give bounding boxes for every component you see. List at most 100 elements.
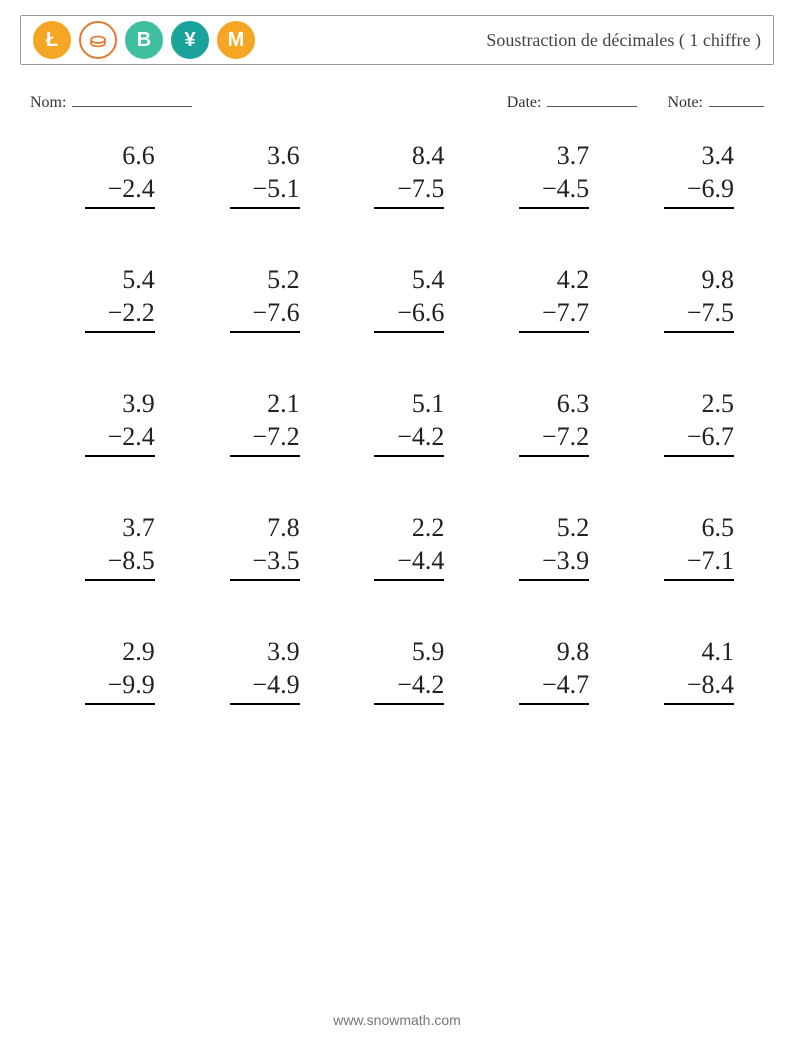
minuend: 2.1 xyxy=(230,388,300,421)
problem: 9.8−7.5 xyxy=(619,264,754,333)
problem: 3.4−6.9 xyxy=(619,140,754,209)
problem-stack: 5.1−4.2 xyxy=(374,388,444,457)
minuend: 6.5 xyxy=(664,512,734,545)
problem-stack: 3.9−4.9 xyxy=(230,636,300,705)
problem: 5.9−4.2 xyxy=(330,636,465,705)
minuend: 3.7 xyxy=(519,140,589,173)
note-label: Note: xyxy=(667,94,703,112)
minuend: 5.4 xyxy=(374,264,444,297)
problem-stack: 7.8−3.5 xyxy=(230,512,300,581)
problem: 3.7−4.5 xyxy=(474,140,609,209)
minuend: 3.9 xyxy=(230,636,300,669)
worksheet-page: Ł⛀B¥M Soustraction de décimales ( 1 chif… xyxy=(0,0,794,1053)
problem-stack: 3.7−8.5 xyxy=(85,512,155,581)
problem-stack: 8.4−7.5 xyxy=(374,140,444,209)
header-bar: Ł⛀B¥M Soustraction de décimales ( 1 chif… xyxy=(20,15,774,65)
subtrahend: −9.9 xyxy=(85,669,155,706)
problem: 2.1−7.2 xyxy=(185,388,320,457)
briefcase-icon: ¥ xyxy=(171,21,209,59)
subtrahend: −3.9 xyxy=(519,545,589,582)
subtrahend: −7.1 xyxy=(664,545,734,582)
minuend: 9.8 xyxy=(664,264,734,297)
problem: 6.6−2.4 xyxy=(40,140,175,209)
problem-stack: 5.4−6.6 xyxy=(374,264,444,333)
problems-grid: 6.6−2.43.6−5.18.4−7.53.7−4.53.4−6.95.4−2… xyxy=(40,140,754,705)
minuend: 5.2 xyxy=(519,512,589,545)
worksheet-title: Soustraction de décimales ( 1 chiffre ) xyxy=(486,30,761,51)
subtrahend: −8.4 xyxy=(664,669,734,706)
problem-stack: 5.2−3.9 xyxy=(519,512,589,581)
problem: 3.9−2.4 xyxy=(40,388,175,457)
problem-stack: 3.9−2.4 xyxy=(85,388,155,457)
info-row: Nom: Date: Note: xyxy=(30,90,764,112)
problem: 5.4−6.6 xyxy=(330,264,465,333)
coin-l-icon: Ł xyxy=(33,21,71,59)
minuend: 6.6 xyxy=(85,140,155,173)
problem: 5.1−4.2 xyxy=(330,388,465,457)
name-label: Nom: xyxy=(30,94,66,112)
problem-stack: 2.5−6.7 xyxy=(664,388,734,457)
subtrahend: −4.7 xyxy=(519,669,589,706)
subtrahend: −4.4 xyxy=(374,545,444,582)
problem: 8.4−7.5 xyxy=(330,140,465,209)
problem: 3.7−8.5 xyxy=(40,512,175,581)
subtrahend: −5.1 xyxy=(230,173,300,210)
coin-m-icon: M xyxy=(217,21,255,59)
subtrahend: −4.2 xyxy=(374,669,444,706)
minuend: 5.1 xyxy=(374,388,444,421)
minuend: 3.7 xyxy=(85,512,155,545)
minuend: 5.2 xyxy=(230,264,300,297)
problem: 6.3−7.2 xyxy=(474,388,609,457)
subtrahend: −7.6 xyxy=(230,297,300,334)
subtrahend: −4.9 xyxy=(230,669,300,706)
subtrahend: −8.5 xyxy=(85,545,155,582)
problem: 2.9−9.9 xyxy=(40,636,175,705)
problem-stack: 3.4−6.9 xyxy=(664,140,734,209)
problem-stack: 2.1−7.2 xyxy=(230,388,300,457)
subtrahend: −7.2 xyxy=(519,421,589,458)
subtrahend: −2.2 xyxy=(85,297,155,334)
minuend: 9.8 xyxy=(519,636,589,669)
date-label: Date: xyxy=(507,94,542,112)
name-blank[interactable] xyxy=(72,90,192,107)
problem-stack: 9.8−7.5 xyxy=(664,264,734,333)
problem: 3.6−5.1 xyxy=(185,140,320,209)
problem-stack: 2.9−9.9 xyxy=(85,636,155,705)
minuend: 5.9 xyxy=(374,636,444,669)
date-note-group: Date: Note: xyxy=(507,90,764,112)
problem: 4.1−8.4 xyxy=(619,636,754,705)
icon-strip: Ł⛀B¥M xyxy=(33,21,255,59)
problem-stack: 5.2−7.6 xyxy=(230,264,300,333)
problem: 2.5−6.7 xyxy=(619,388,754,457)
problem: 3.9−4.9 xyxy=(185,636,320,705)
minuend: 2.9 xyxy=(85,636,155,669)
minuend: 3.6 xyxy=(230,140,300,173)
subtrahend: −6.6 xyxy=(374,297,444,334)
problem: 2.2−4.4 xyxy=(330,512,465,581)
problem-stack: 6.5−7.1 xyxy=(664,512,734,581)
problem-stack: 4.1−8.4 xyxy=(664,636,734,705)
hand-coin-icon: ⛀ xyxy=(79,21,117,59)
problem: 6.5−7.1 xyxy=(619,512,754,581)
minuend: 2.2 xyxy=(374,512,444,545)
subtrahend: −7.5 xyxy=(664,297,734,334)
subtrahend: −2.4 xyxy=(85,173,155,210)
date-blank[interactable] xyxy=(547,90,637,107)
problem: 4.2−7.7 xyxy=(474,264,609,333)
minuend: 6.3 xyxy=(519,388,589,421)
subtrahend: −4.5 xyxy=(519,173,589,210)
minuend: 4.2 xyxy=(519,264,589,297)
problem: 5.4−2.2 xyxy=(40,264,175,333)
problem: 7.8−3.5 xyxy=(185,512,320,581)
problem-stack: 4.2−7.7 xyxy=(519,264,589,333)
minuend: 3.9 xyxy=(85,388,155,421)
problem-stack: 6.3−7.2 xyxy=(519,388,589,457)
subtrahend: −7.7 xyxy=(519,297,589,334)
problem-stack: 5.9−4.2 xyxy=(374,636,444,705)
note-blank[interactable] xyxy=(709,90,764,107)
subtrahend: −7.2 xyxy=(230,421,300,458)
minuend: 8.4 xyxy=(374,140,444,173)
subtrahend: −2.4 xyxy=(85,421,155,458)
problem: 5.2−3.9 xyxy=(474,512,609,581)
problem-stack: 6.6−2.4 xyxy=(85,140,155,209)
